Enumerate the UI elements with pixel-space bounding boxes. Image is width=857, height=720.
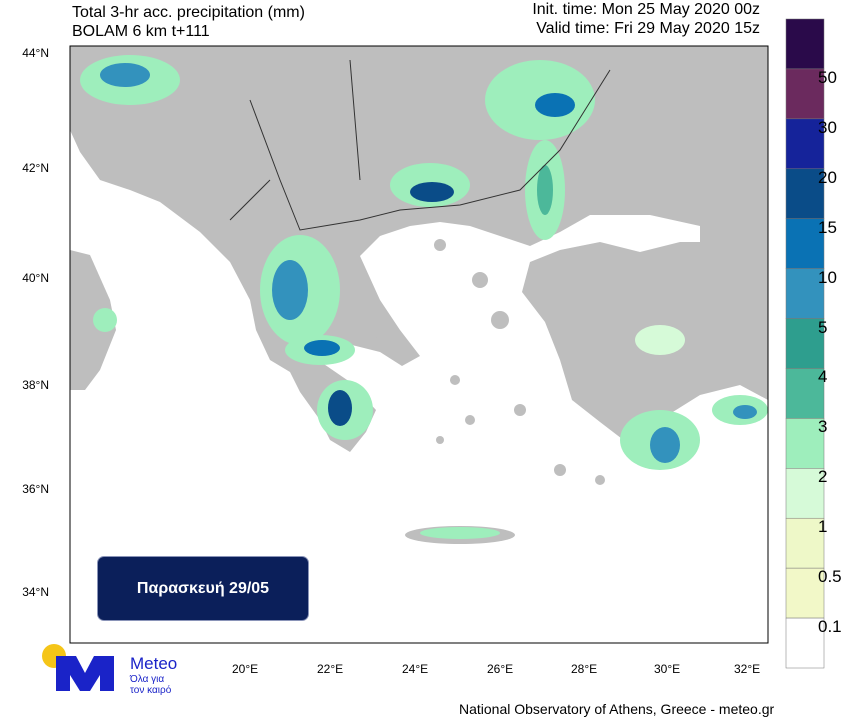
logo-tagline: τον καιρό xyxy=(130,685,172,696)
rain-areas xyxy=(80,55,768,539)
lon-tick: 28°E xyxy=(571,662,598,676)
land-evia xyxy=(375,332,415,358)
map-title: Total 3-hr acc. precipitation (mm) xyxy=(72,4,305,21)
colorbar-swatch xyxy=(785,68,825,120)
colorbar-swatch xyxy=(785,468,825,519)
colorbar-swatch xyxy=(785,418,825,469)
colorbar-label: 15 xyxy=(818,217,837,237)
footer-credit: National Observatory of Athens, Greece -… xyxy=(459,701,775,717)
model-label: BOLAM 6 km t+111 xyxy=(72,23,210,40)
lat-tick: 36°N xyxy=(22,482,49,496)
valid-time: Valid time: Fri 29 May 2020 15z xyxy=(536,20,760,37)
colorbar-swatch xyxy=(785,168,825,219)
colorbar-label: 0.5 xyxy=(818,567,842,587)
colorbar-label: 4 xyxy=(818,367,828,387)
logo-tagline: Όλα για xyxy=(130,674,165,685)
lat-tick: 38°N xyxy=(22,378,49,392)
colorbar-label: 2 xyxy=(818,467,828,487)
meteo-logo: Meteo Όλα για τον καιρό xyxy=(130,654,177,696)
colorbar-swatch xyxy=(785,218,825,269)
colorbar-label: 30 xyxy=(818,117,837,137)
lat-tick: 34°N xyxy=(22,585,49,599)
colorbar-swatch xyxy=(785,18,825,70)
meteo-logo-icon xyxy=(42,644,114,691)
colorbar-swatch xyxy=(785,318,825,369)
borders xyxy=(229,59,611,231)
lon-tick: 30°E xyxy=(654,662,681,676)
colorbar-swatch xyxy=(785,617,825,669)
colorbar-swatch xyxy=(785,517,825,569)
lat-tick: 40°N xyxy=(22,271,49,285)
lon-tick: 24°E xyxy=(402,662,429,676)
lon-tick: 20°E xyxy=(232,662,259,676)
map-frame xyxy=(69,45,769,644)
colorbar xyxy=(785,18,825,669)
colorbar-label: 50 xyxy=(818,67,837,87)
colorbar-swatch xyxy=(785,268,825,319)
colorbar-label: 5 xyxy=(818,317,828,337)
colorbar-swatch xyxy=(785,368,825,419)
land-mainland xyxy=(70,46,768,452)
colorbar-label: 20 xyxy=(818,167,837,187)
lon-tick: 22°E xyxy=(317,662,344,676)
colorbar-swatch xyxy=(785,567,825,619)
colorbar-label: 3 xyxy=(818,417,828,437)
islands xyxy=(434,239,605,485)
day-label-box: Παρασκευή 29/05 xyxy=(97,556,309,621)
colorbar-label: 10 xyxy=(818,267,837,287)
logo-name: Meteo xyxy=(130,654,178,673)
lon-tick: 26°E xyxy=(487,662,514,676)
lat-tick: 42°N xyxy=(22,161,49,175)
colorbar-label: 0.1 xyxy=(818,617,842,637)
colorbar-swatch xyxy=(785,118,825,170)
lon-tick: 32°E xyxy=(734,662,761,676)
lat-tick: 44°N xyxy=(22,46,49,60)
colorbar-label: 1 xyxy=(818,517,828,537)
init-time: Init. time: Mon 25 May 2020 00z xyxy=(532,1,760,18)
